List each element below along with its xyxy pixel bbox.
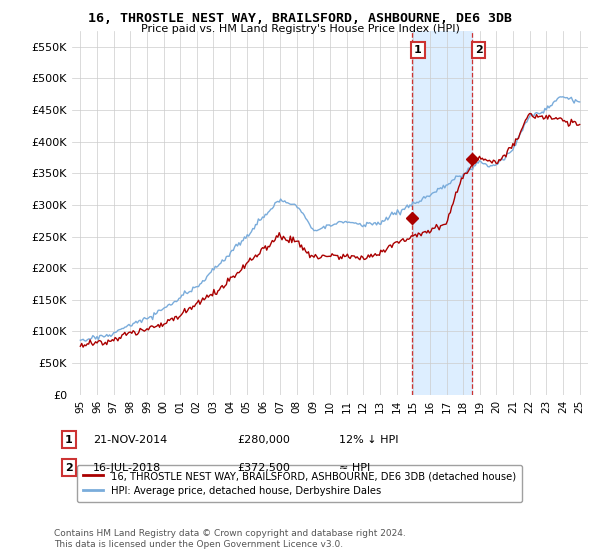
- Text: 16, THROSTLE NEST WAY, BRAILSFORD, ASHBOURNE, DE6 3DB: 16, THROSTLE NEST WAY, BRAILSFORD, ASHBO…: [88, 12, 512, 25]
- Bar: [412, 31, 472, 395]
- Text: £280,000: £280,000: [237, 435, 290, 445]
- Text: Contains HM Land Registry data © Crown copyright and database right 2024.
This d: Contains HM Land Registry data © Crown c…: [54, 529, 406, 549]
- Text: £372,500: £372,500: [237, 463, 290, 473]
- Legend: 16, THROSTLE NEST WAY, BRAILSFORD, ASHBOURNE, DE6 3DB (detached house), HPI: Ave: 16, THROSTLE NEST WAY, BRAILSFORD, ASHBO…: [77, 465, 522, 502]
- Text: 1: 1: [414, 45, 422, 55]
- Text: 21-NOV-2014: 21-NOV-2014: [93, 435, 167, 445]
- Text: 2: 2: [475, 45, 482, 55]
- Text: 12% ↓ HPI: 12% ↓ HPI: [339, 435, 398, 445]
- Text: 16-JUL-2018: 16-JUL-2018: [93, 463, 161, 473]
- Text: 1: 1: [65, 435, 73, 445]
- Text: Price paid vs. HM Land Registry's House Price Index (HPI): Price paid vs. HM Land Registry's House …: [140, 24, 460, 34]
- Text: 2: 2: [65, 463, 73, 473]
- Text: ≈ HPI: ≈ HPI: [339, 463, 370, 473]
